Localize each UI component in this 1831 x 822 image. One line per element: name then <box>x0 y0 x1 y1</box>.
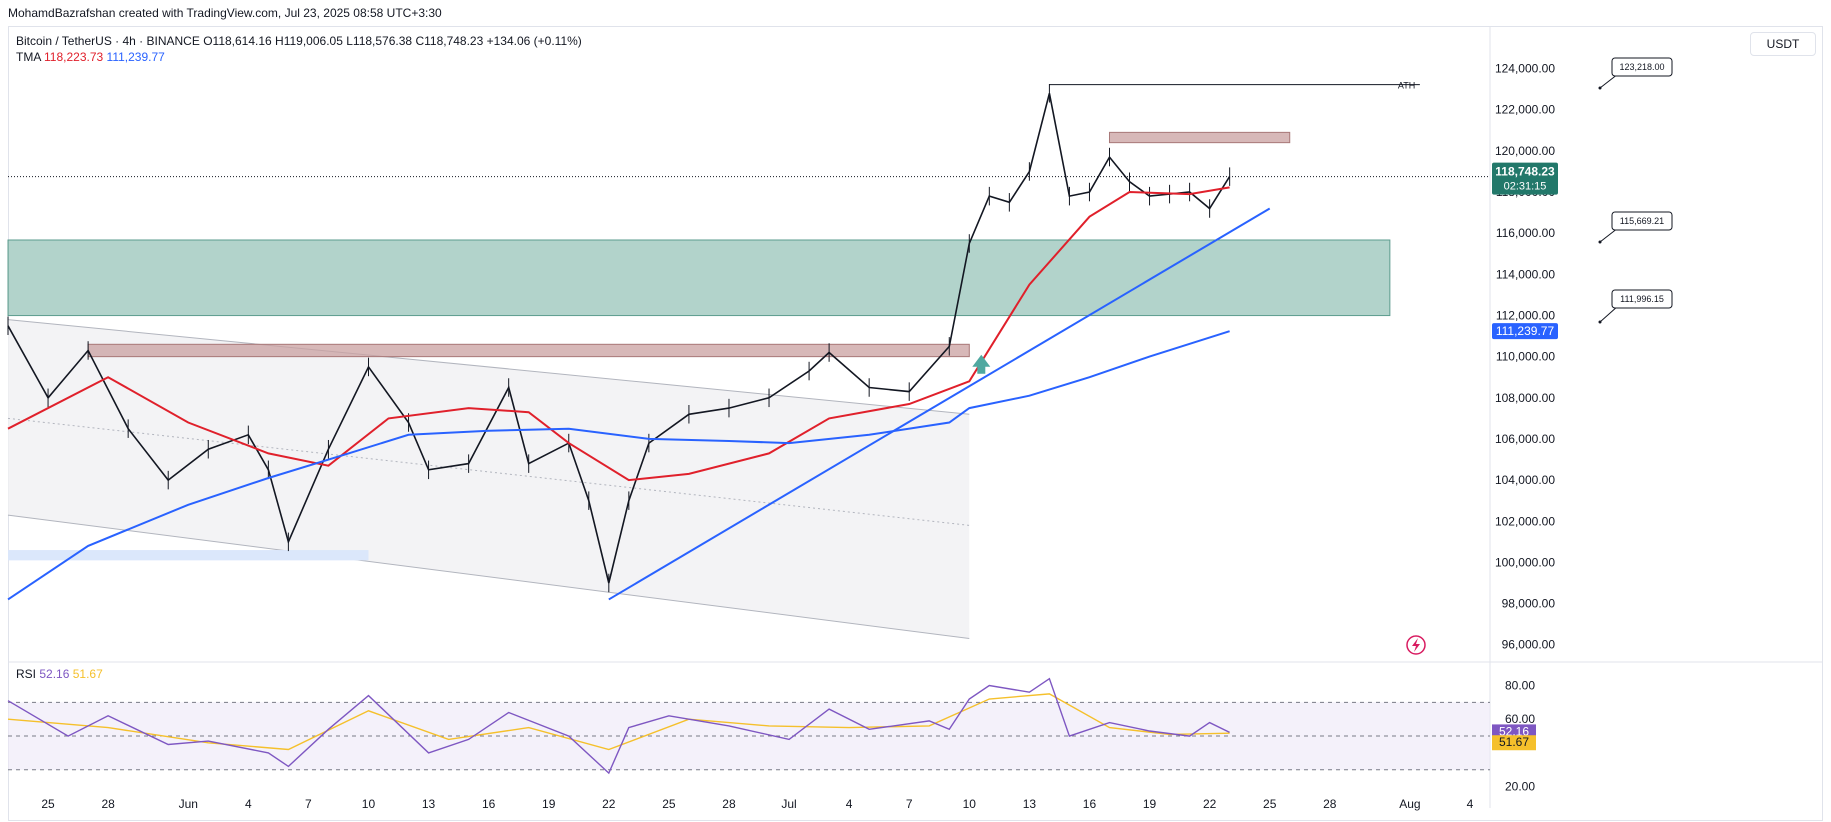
callout-value: 123,218.00 <box>1619 62 1664 72</box>
callout-anchor <box>1598 240 1602 244</box>
price-tick-label: 112,000.00 <box>1496 308 1555 322</box>
last-price-value: 118,748.23 <box>1495 165 1555 179</box>
zone-supply_high <box>1108 131 1291 144</box>
currency-selector[interactable]: USDT <box>1750 32 1816 56</box>
price-tick-label: 104,000.00 <box>1495 473 1555 487</box>
high-value: 119,006.05 <box>283 34 343 48</box>
price-tick-label: 96,000.00 <box>1502 638 1556 652</box>
price-tick-label: 124,000.00 <box>1495 62 1555 76</box>
callout-anchor <box>1598 320 1602 324</box>
time-tick-label: 16 <box>1083 797 1097 811</box>
callout-anchor <box>1598 86 1602 90</box>
callout-box <box>1611 289 1673 309</box>
open-label: O <box>203 34 213 48</box>
callout-box <box>1611 211 1673 231</box>
channel-lower-line <box>7 514 970 640</box>
price-tick-label: 116,000.00 <box>1496 226 1555 240</box>
price-tick-label: 122,000.00 <box>1495 103 1555 117</box>
price-tick-label: 120,000.00 <box>1495 144 1555 158</box>
rsi-value-badge-text: 52.16 <box>1499 724 1529 738</box>
rsi-signal-value: 51.67 <box>72 667 103 681</box>
change-value: +134.06 (+0.11%) <box>486 34 582 48</box>
chart-attribution: MohamdBazrafshan created with TradingVie… <box>8 6 442 20</box>
rsi-tick-label: 80.00 <box>1505 678 1535 692</box>
time-tick-label: 19 <box>542 797 556 811</box>
price-tick-label: 110,000.00 <box>1496 350 1555 364</box>
rsi-signal-badge <box>1492 735 1536 751</box>
rsi-line <box>7 677 1230 775</box>
last-price-countdown: 02:31:15 <box>1504 181 1547 193</box>
high-label: H <box>275 34 284 48</box>
tma-label: TMA <box>16 50 41 64</box>
price-tick-label: 114,000.00 <box>1496 267 1555 281</box>
close-label: C <box>415 34 425 48</box>
callout-box <box>1611 57 1673 77</box>
tma-fast-value: 118,223.73 <box>44 50 104 64</box>
last-price-badge <box>1492 162 1558 195</box>
time-tick-label: 13 <box>422 797 436 811</box>
ath-label: ATH <box>1398 81 1415 91</box>
trendline <box>608 207 1271 601</box>
time-tick-label: 4 <box>245 797 252 811</box>
time-tick-label: 22 <box>602 797 616 811</box>
time-tick-label: 25 <box>1263 797 1277 811</box>
channel-mid-line <box>7 417 970 526</box>
time-tick-label: 28 <box>722 797 736 811</box>
time-tick-label: 25 <box>41 797 55 811</box>
low-value: 118,576.38 <box>352 34 413 48</box>
breakout-arrow-icon <box>972 354 991 374</box>
time-tick-label: Jun <box>179 797 198 811</box>
time-tick-label: 7 <box>906 797 913 811</box>
time-tick-label: 7 <box>305 797 312 811</box>
zone-supply_low <box>87 343 970 358</box>
price-tick-label: 108,000.00 <box>1495 391 1555 405</box>
rsi-value: 52.16 <box>39 667 70 681</box>
time-tick-label: 10 <box>362 797 376 811</box>
time-tick-label: Aug <box>1399 797 1420 811</box>
ma-fast-line <box>7 186 1230 482</box>
time-tick-label: 4 <box>1467 797 1474 811</box>
time-tick-label: 4 <box>846 797 853 811</box>
zone-demand <box>7 239 1391 317</box>
rsi-tick-label: 20.00 <box>1505 780 1535 794</box>
price-tick-label: 106,000.00 <box>1495 432 1555 446</box>
ma-slow-line <box>7 330 1230 601</box>
close-value: 118,748.23 <box>424 34 484 48</box>
callout-value: 111,996.15 <box>1620 294 1664 304</box>
rsi-legend: RSI 52.16 51.67 <box>16 667 103 681</box>
channel-upper-line <box>7 319 970 415</box>
descending-channel <box>8 319 970 639</box>
time-tick-label: 22 <box>1203 797 1217 811</box>
time-tick-label: 28 <box>101 797 115 811</box>
callout-leader <box>1599 305 1619 323</box>
lightning-bolt-icon <box>1412 638 1420 652</box>
time-tick-label: 13 <box>1023 797 1037 811</box>
symbol-legend: Bitcoin / TetherUS · 4h · BINANCE O118,6… <box>16 33 582 65</box>
ma-slow-badge-value: 111,239.77 <box>1496 324 1555 338</box>
price-tick-label: 102,000.00 <box>1495 514 1555 528</box>
rsi-tick-label: 60.00 <box>1505 712 1535 726</box>
time-tick-label: 10 <box>963 797 977 811</box>
callout-value: 115,669.21 <box>1620 216 1664 226</box>
symbol-title: Bitcoin / TetherUS · 4h · BINANCE <box>16 34 200 48</box>
ma-slow-badge <box>1492 323 1558 340</box>
time-tick-label: Jul <box>781 797 796 811</box>
rsi-label: RSI <box>16 667 37 681</box>
price-tick-label: 98,000.00 <box>1502 597 1556 611</box>
tma-slow-value: 111,239.77 <box>106 50 165 64</box>
open-value: 118,614.16 <box>212 34 272 48</box>
rsi-signal-badge-text: 51.67 <box>1499 735 1529 749</box>
low-label: L <box>346 34 353 48</box>
support-patch <box>8 550 369 561</box>
time-tick-label: 25 <box>662 797 676 811</box>
time-tick-label: 19 <box>1143 797 1157 811</box>
time-tick-label: 28 <box>1323 797 1337 811</box>
time-tick-label: 16 <box>482 797 496 811</box>
price-tick-label: 100,000.00 <box>1495 555 1555 569</box>
